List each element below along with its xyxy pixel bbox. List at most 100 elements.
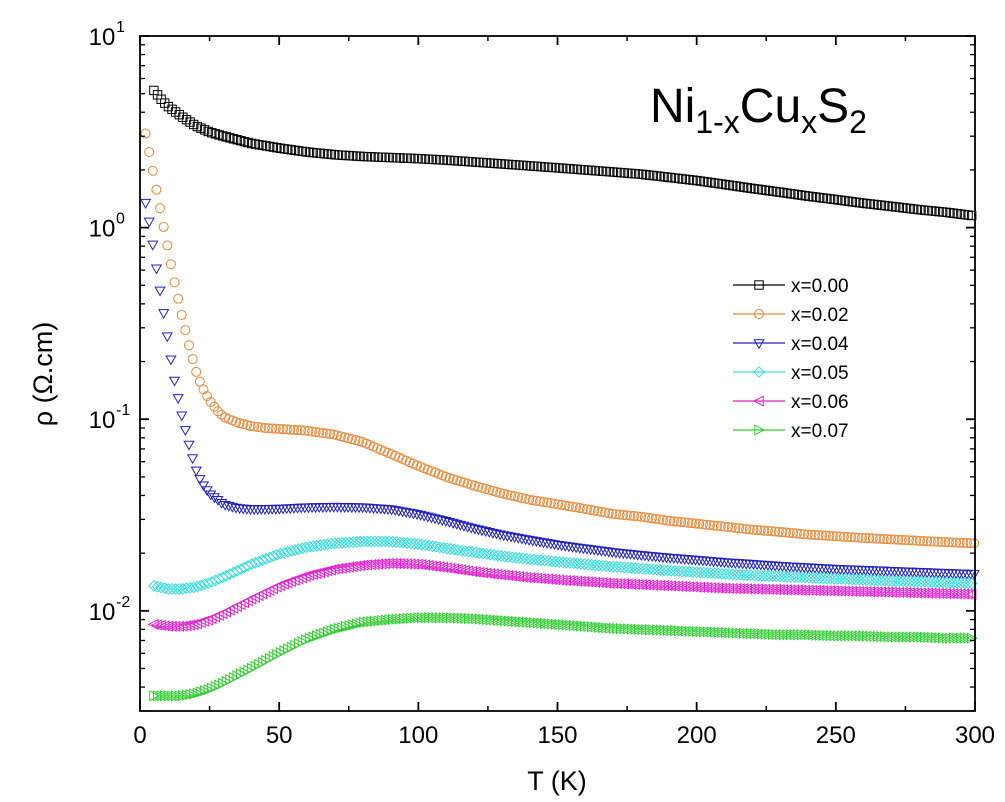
data-point bbox=[804, 629, 816, 641]
data-point bbox=[578, 575, 590, 588]
data-point bbox=[578, 558, 591, 571]
data-point bbox=[565, 619, 577, 631]
data-point bbox=[453, 612, 465, 624]
data-point bbox=[663, 624, 675, 637]
data-point bbox=[831, 531, 842, 542]
data-point bbox=[538, 496, 549, 507]
data-point bbox=[929, 587, 941, 599]
data-point bbox=[409, 612, 421, 624]
data-point bbox=[697, 519, 708, 530]
chart-title-subscript: x bbox=[801, 104, 817, 140]
data-point bbox=[657, 580, 669, 592]
data-point bbox=[625, 510, 636, 521]
data-point bbox=[354, 436, 365, 447]
data-point bbox=[574, 503, 585, 514]
data-point bbox=[795, 528, 806, 539]
data-point bbox=[605, 622, 617, 634]
data-point bbox=[303, 425, 314, 436]
data-point bbox=[767, 628, 779, 641]
data-point bbox=[505, 532, 517, 543]
data-point bbox=[397, 558, 409, 570]
data-point bbox=[422, 512, 434, 523]
data-point bbox=[484, 548, 497, 561]
data-point bbox=[818, 629, 830, 641]
data-point bbox=[420, 612, 432, 624]
data-point bbox=[502, 550, 515, 563]
data-point bbox=[458, 521, 470, 532]
data-point bbox=[962, 577, 974, 590]
data-point bbox=[435, 612, 447, 624]
data-point bbox=[789, 629, 801, 641]
data-point bbox=[151, 580, 164, 593]
data-point bbox=[379, 558, 391, 570]
data-point bbox=[658, 564, 671, 577]
data-point bbox=[348, 619, 360, 631]
data-point bbox=[456, 612, 468, 624]
data-point bbox=[170, 690, 182, 702]
data-point bbox=[679, 580, 691, 593]
data-point bbox=[165, 355, 177, 366]
data-point bbox=[932, 587, 944, 600]
data-point bbox=[321, 565, 333, 577]
data-point bbox=[281, 577, 293, 589]
data-point bbox=[947, 537, 958, 548]
data-point bbox=[491, 486, 502, 497]
data-point bbox=[451, 544, 464, 556]
data-point bbox=[271, 548, 283, 561]
data-point bbox=[388, 613, 400, 626]
data-point bbox=[889, 534, 900, 545]
data-point bbox=[317, 566, 329, 578]
data-point bbox=[404, 537, 417, 550]
data-point bbox=[820, 530, 831, 541]
data-point bbox=[285, 424, 296, 435]
data-point bbox=[811, 629, 823, 641]
data-point bbox=[556, 499, 567, 510]
data-point bbox=[615, 623, 627, 635]
data-point bbox=[643, 563, 656, 576]
data-point bbox=[375, 558, 387, 570]
legend-item: x=0.07 bbox=[733, 421, 849, 442]
data-point bbox=[532, 617, 544, 629]
data-point bbox=[593, 559, 605, 572]
data-point bbox=[232, 135, 242, 145]
data-point bbox=[261, 141, 271, 151]
data-point bbox=[788, 528, 799, 539]
y-tick-exponent: 1 bbox=[116, 19, 125, 36]
data-point bbox=[283, 144, 293, 155]
data-point bbox=[693, 581, 705, 593]
data-point bbox=[713, 178, 724, 189]
data-point bbox=[377, 614, 389, 627]
data-point bbox=[190, 466, 202, 477]
data-point bbox=[527, 553, 540, 566]
data-point bbox=[585, 558, 598, 571]
data-point bbox=[963, 632, 975, 644]
data-point bbox=[603, 560, 616, 573]
data-point bbox=[174, 109, 184, 120]
legend-label: x=0.06 bbox=[791, 392, 849, 413]
data-point bbox=[467, 612, 479, 625]
data-point bbox=[809, 584, 821, 597]
data-point bbox=[907, 587, 919, 599]
y-tick-exponent: 0 bbox=[116, 211, 125, 228]
data-point bbox=[800, 629, 812, 641]
data-point bbox=[477, 547, 490, 560]
data-point bbox=[498, 531, 510, 542]
y-tick-label: 10 bbox=[89, 24, 116, 51]
data-point bbox=[512, 533, 524, 544]
data-point bbox=[764, 628, 776, 640]
data-point bbox=[699, 626, 711, 638]
data-point bbox=[932, 536, 943, 547]
data-point bbox=[632, 562, 645, 575]
data-point bbox=[947, 588, 959, 600]
data-point bbox=[321, 428, 332, 439]
data-point bbox=[802, 584, 814, 596]
data-point bbox=[534, 496, 545, 507]
data-point bbox=[196, 686, 208, 698]
data-point bbox=[940, 587, 952, 600]
data-point bbox=[836, 630, 848, 642]
data-point bbox=[361, 559, 373, 571]
data-point bbox=[351, 618, 363, 630]
chart-title-subscript: 1-x bbox=[695, 104, 739, 140]
data-point bbox=[954, 537, 965, 548]
